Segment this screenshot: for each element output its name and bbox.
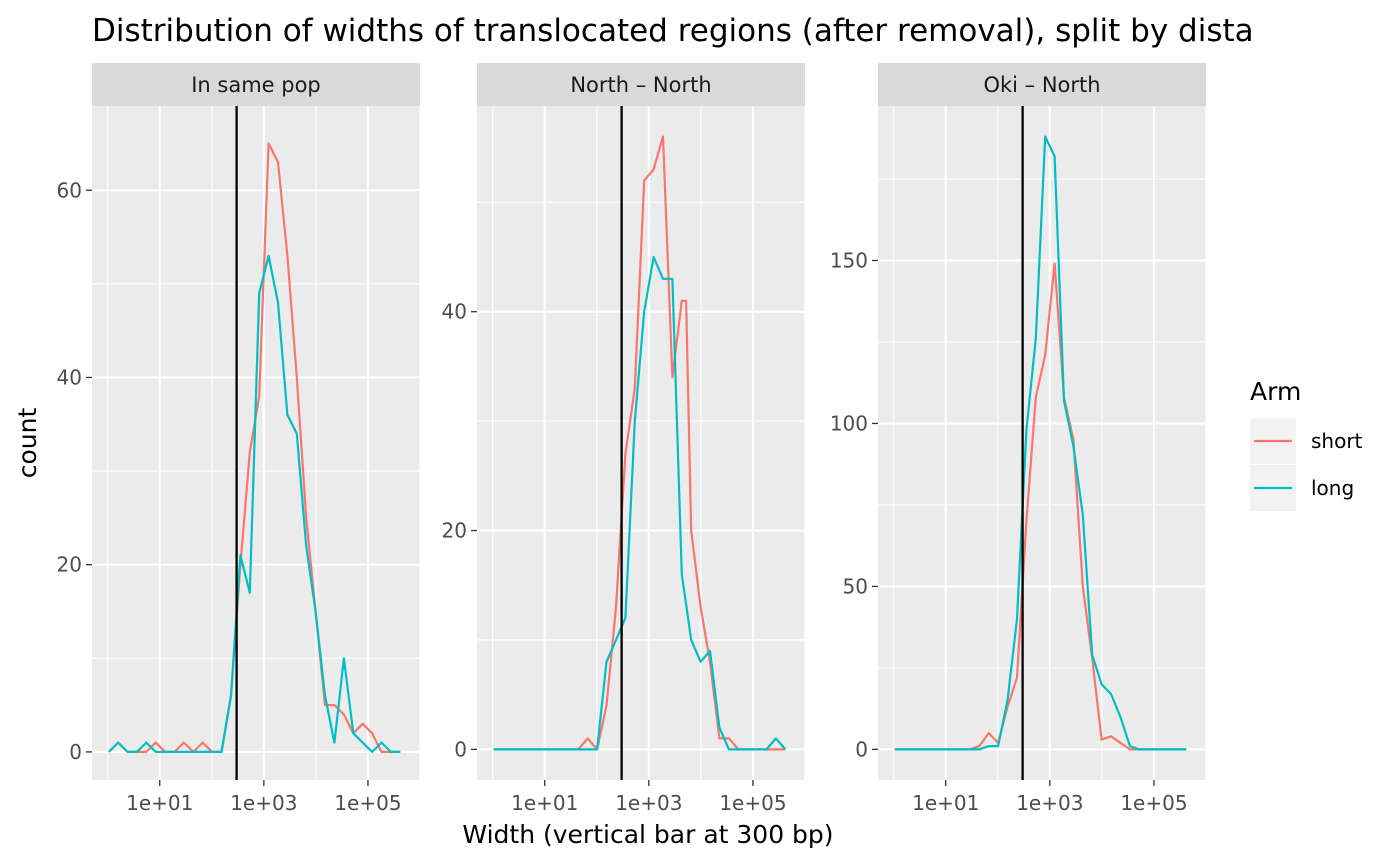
strip-background (477, 63, 805, 106)
y-tick-label: 60 (57, 178, 82, 202)
panel-background (92, 106, 420, 780)
strip-background (878, 63, 1206, 106)
strip-background (92, 63, 420, 106)
x-tick-label: 1e+03 (1016, 791, 1083, 815)
strip-label: In same pop (191, 73, 321, 97)
y-tick-label: 40 (442, 300, 467, 324)
panel-1: North – North 0 20 40 1e+01 1e+03 1e+05 (442, 63, 806, 815)
y-tick-label: 0 (454, 737, 467, 761)
panel-2: Oki – North 0 50 100 150 1e+01 1e+03 1e+05 (830, 63, 1207, 815)
panel-background (477, 106, 805, 780)
x-tick-label: 1e+01 (511, 791, 578, 815)
x-tick-label: 1e+03 (230, 791, 297, 815)
series-lines (108, 142, 401, 753)
strip-label: Oki – North (983, 73, 1100, 97)
panel-0: In same pop 0 20 40 60 1e+01 1e+03 1e+05 (57, 63, 421, 815)
y-tick-label: 0 (69, 740, 82, 764)
series-line-long (894, 135, 1187, 751)
y-tick-label: 100 (830, 411, 868, 435)
gridlines (878, 106, 1207, 780)
x-tick-label: 1e+03 (615, 791, 682, 815)
series-lines (493, 135, 787, 751)
series-line-long (493, 255, 787, 751)
y-tick-label: 50 (843, 574, 868, 598)
legend: Arm short long (1250, 377, 1363, 511)
x-tick-label: 1e+05 (334, 791, 401, 815)
series-line-long (108, 254, 401, 753)
legend-label-short: short (1311, 429, 1363, 453)
x-axis-title: Width (vertical bar at 300 bp) (462, 820, 833, 849)
strip-label: North – North (570, 73, 711, 97)
y-tick-label: 20 (442, 519, 467, 543)
legend-label-long: long (1311, 476, 1354, 500)
y-tick-label: 20 (57, 553, 82, 577)
chart-title: Distribution of widths of translocated r… (92, 13, 1254, 49)
y-tick-label: 0 (855, 737, 868, 761)
x-tick-label: 1e+01 (912, 791, 979, 815)
x-tick-label: 1e+05 (719, 791, 786, 815)
y-axis-title: count (13, 408, 42, 479)
legend-title: Arm (1250, 377, 1301, 406)
x-tick-label: 1e+01 (126, 791, 193, 815)
series-lines (894, 135, 1187, 751)
x-tick-label: 1e+05 (1120, 791, 1187, 815)
y-tick-label: 40 (57, 365, 82, 389)
y-tick-label: 150 (830, 248, 868, 272)
